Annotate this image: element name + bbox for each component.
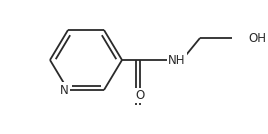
Text: NH: NH: [168, 53, 185, 66]
Text: O: O: [135, 89, 145, 102]
Text: OH: OH: [248, 31, 266, 44]
Text: N: N: [59, 83, 68, 96]
